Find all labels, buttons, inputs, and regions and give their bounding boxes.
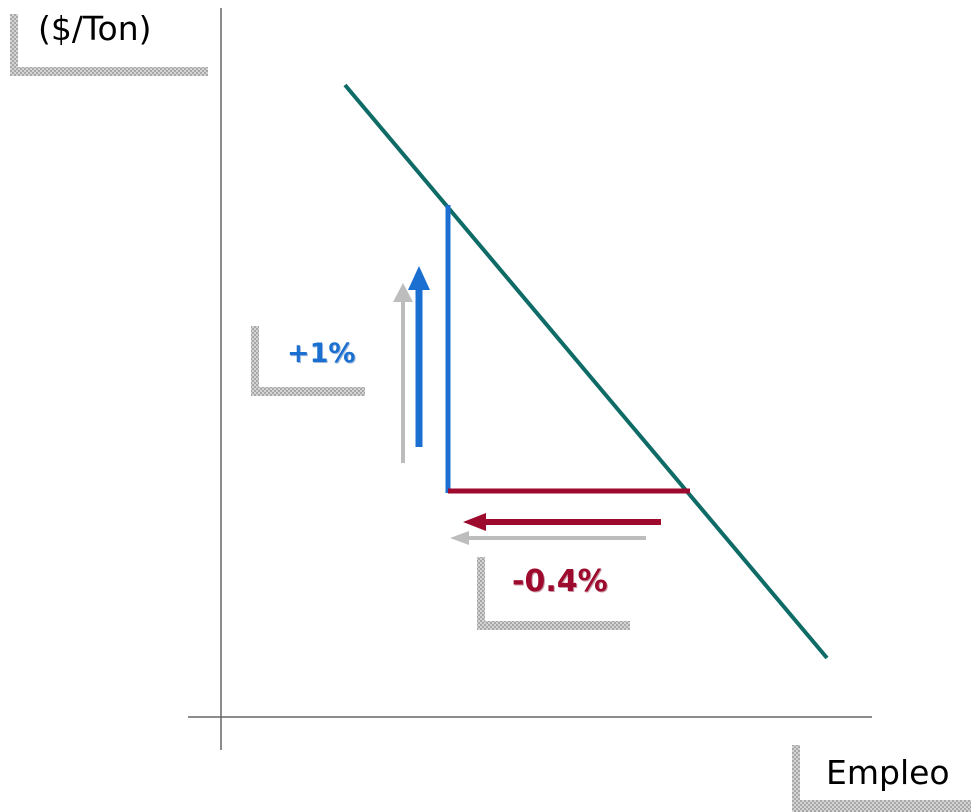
y-axis-label: ($/Ton) — [38, 9, 152, 48]
demand-line — [343, 83, 829, 660]
price-up-arrow — [408, 266, 430, 447]
up-label-frame — [251, 326, 365, 396]
employment-down-shadow-arrow — [450, 531, 646, 545]
employment-change-label: -0.4% — [512, 564, 608, 599]
down-label-frame — [477, 557, 630, 630]
price-up-shadow-arrow — [393, 283, 413, 463]
employment-down-arrow — [463, 513, 661, 531]
y-label-frame — [10, 14, 208, 76]
price-change-label: +1% — [287, 338, 356, 369]
x-axis-label: Empleo — [826, 753, 950, 792]
x-label-frame — [792, 745, 971, 812]
